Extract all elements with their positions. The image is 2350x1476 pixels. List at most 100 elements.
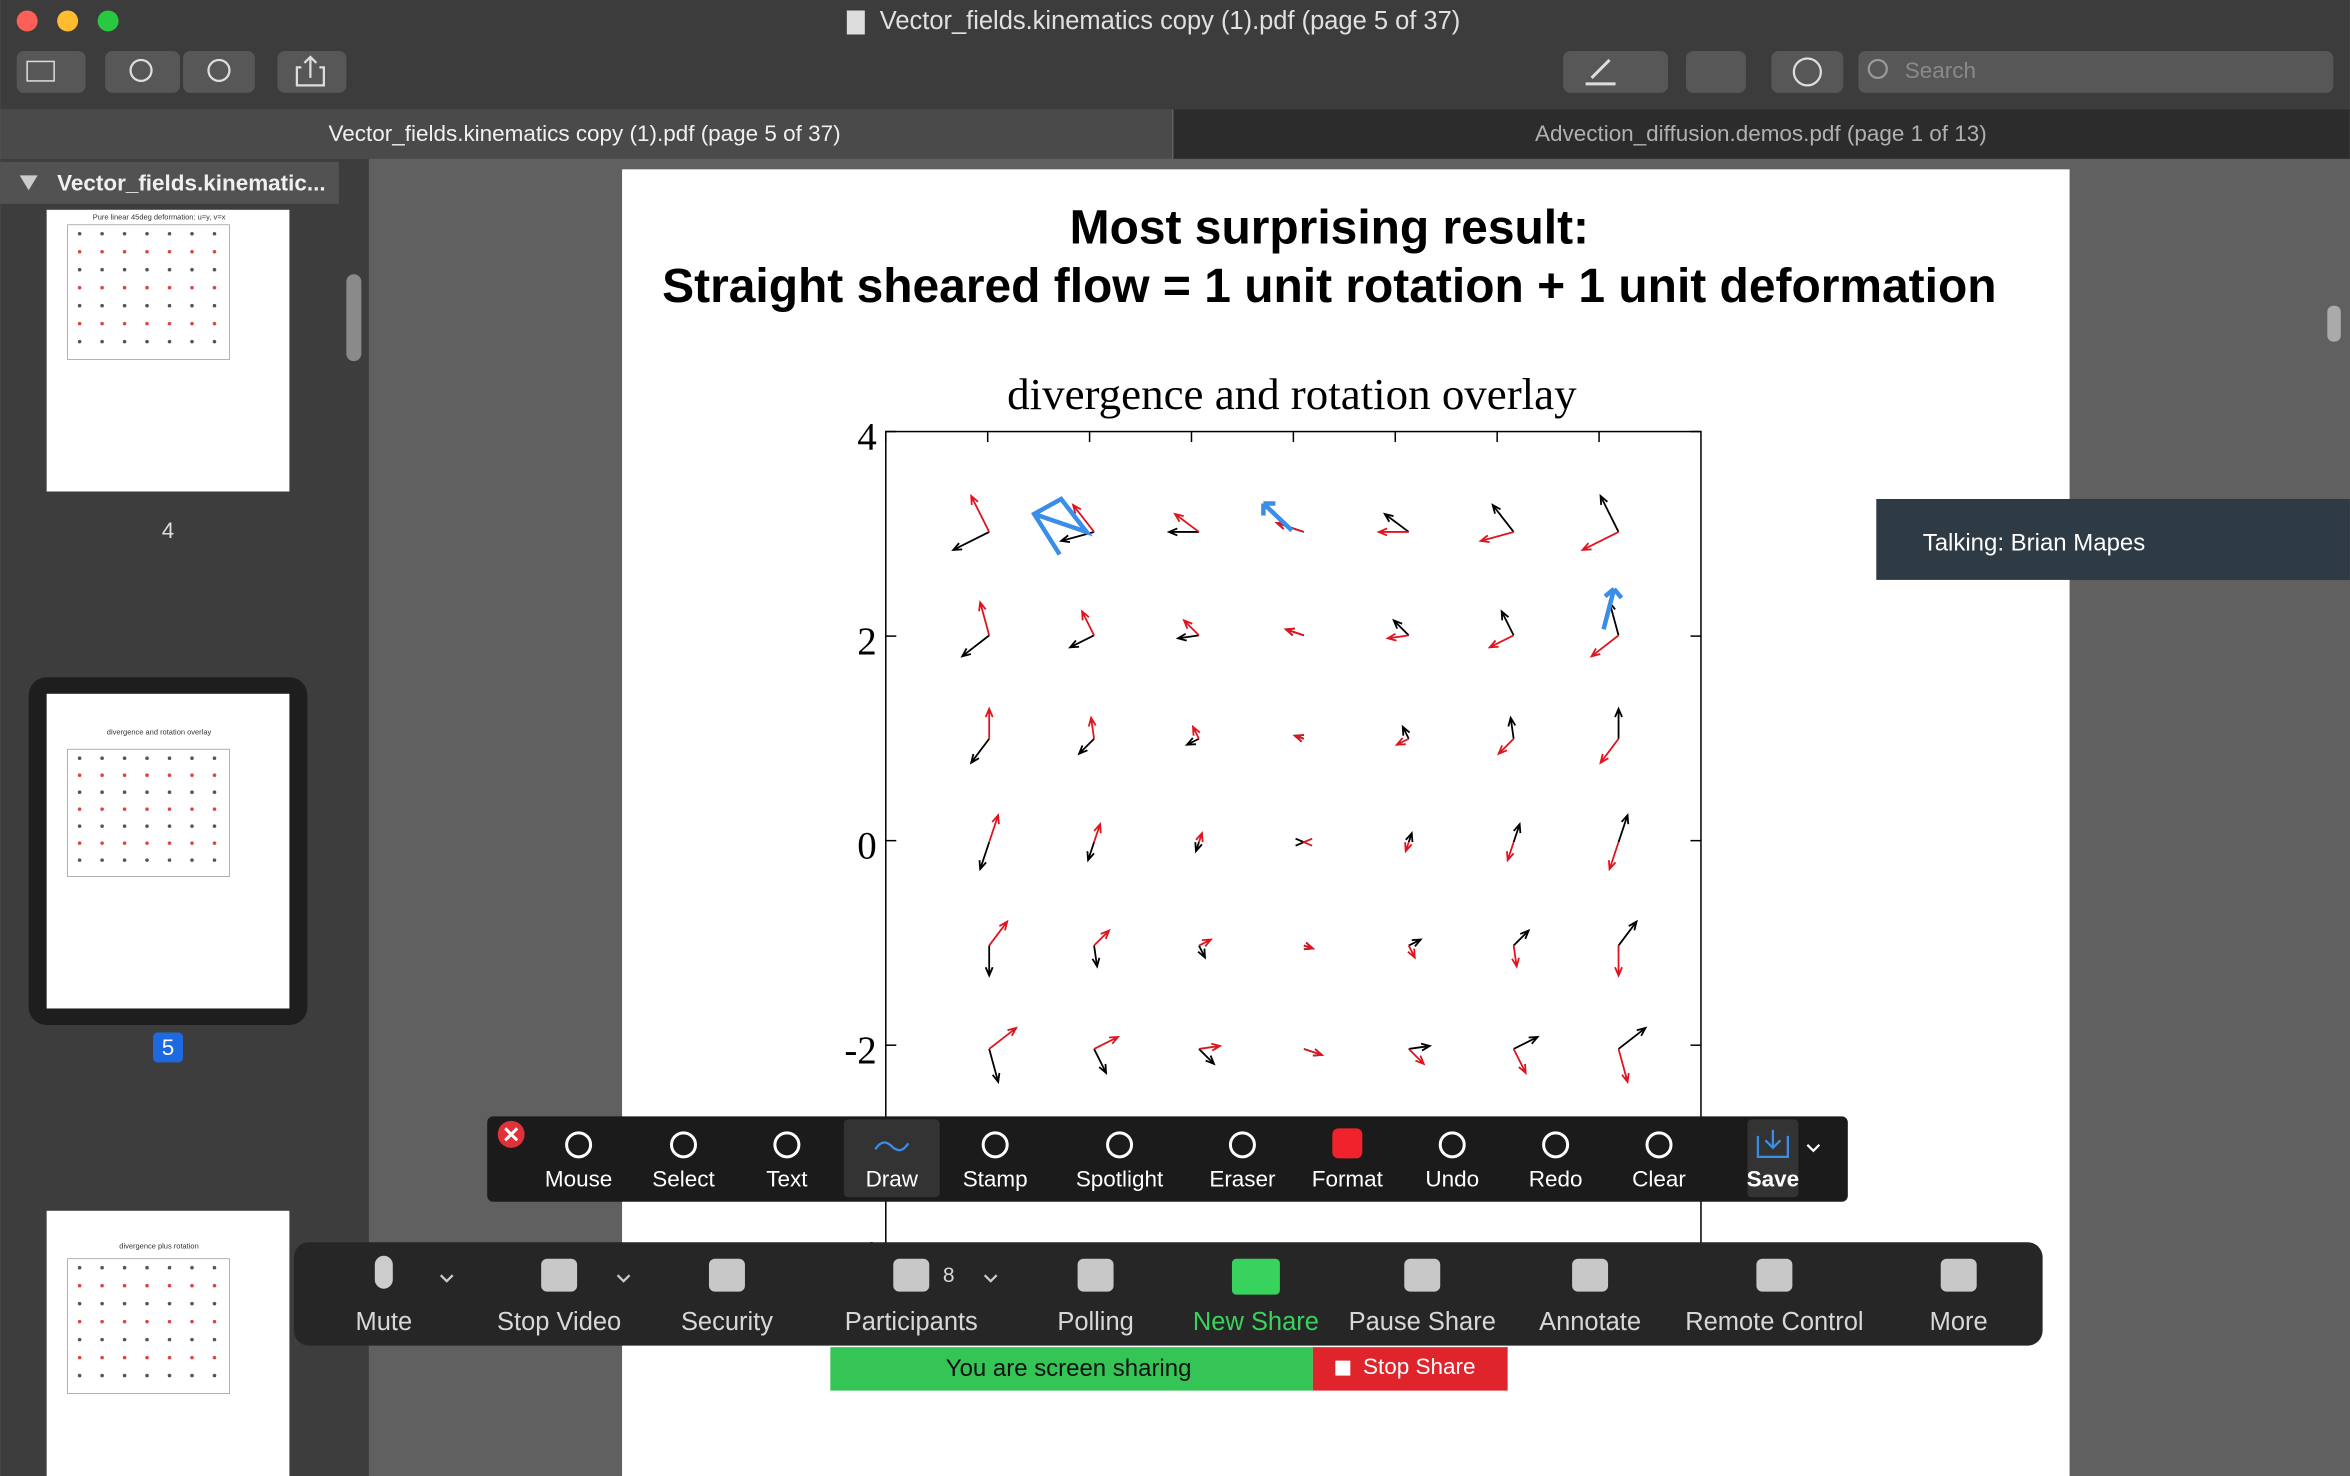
window-button[interactable]: [57, 10, 79, 32]
tab-inactive[interactable]: [1173, 109, 2350, 159]
search-field[interactable]: [1858, 50, 2334, 93]
field-arrow: [1405, 830, 1414, 843]
field-arrow: [1198, 938, 1214, 947]
control-menu[interactable]: [439, 1274, 454, 1283]
sidebar-scrollbar: [346, 274, 362, 362]
annotate-tool-label[interactable]: Redo: [1529, 1167, 1583, 1192]
thumbnail-dot: [77, 1355, 82, 1360]
thumbnail-dot: [212, 1283, 217, 1288]
toolbar-button[interactable]: [1685, 50, 1746, 93]
meeting-control-label[interactable]: Annotate: [1539, 1308, 1641, 1336]
annotate-tool-label[interactable]: Select: [652, 1167, 715, 1192]
tool-icon: [874, 1141, 910, 1152]
tab-title[interactable]: Advection_diffusion.demos.pdf (page 1 of…: [1535, 121, 1987, 146]
share-icon: [295, 55, 325, 87]
thumbnail-dot: [77, 858, 82, 862]
thumbnail-dot: [77, 339, 82, 344]
field-arrow: [1511, 945, 1520, 969]
thumbnail-dot: [77, 303, 82, 308]
thumbnail-dot: [100, 1355, 104, 1360]
field-arrow: [1303, 941, 1316, 951]
meeting-control-label[interactable]: Stop Video: [497, 1308, 621, 1336]
thumbnail-dot: [190, 1373, 194, 1378]
annotate-tool-label[interactable]: Stamp: [963, 1167, 1028, 1192]
field-arrow: [1191, 724, 1201, 740]
thumbnail-dot: [77, 1337, 82, 1342]
annotate-tool-label[interactable]: Draw: [866, 1167, 919, 1192]
markup-circle: [1792, 57, 1822, 87]
field-arrow: [1197, 945, 1207, 960]
control-icon: [893, 1258, 930, 1292]
toolbar-button[interactable]: [1771, 50, 1844, 93]
meeting-control-label[interactable]: Participants: [845, 1308, 978, 1336]
thumbnail-dot: [167, 231, 172, 236]
control-menu[interactable]: [983, 1274, 998, 1283]
toolbar-button[interactable]: [105, 50, 181, 93]
annotate-tool-label[interactable]: Save: [1747, 1167, 1799, 1192]
thumbnail-dot: [190, 1355, 194, 1360]
field-arrow: [1617, 1048, 1630, 1085]
thumbnail-dot: [190, 1301, 194, 1306]
page-number: 4: [162, 518, 175, 543]
field-arrow: [1617, 1026, 1648, 1050]
talking-text: Talking: Brian Mapes: [1923, 529, 2145, 556]
meeting-control-label[interactable]: Remote Control: [1685, 1308, 1863, 1336]
annotation-stroke: [1261, 501, 1294, 533]
annotate-tool-label[interactable]: Eraser: [1209, 1167, 1276, 1192]
tab-active[interactable]: [0, 109, 1173, 159]
field-arrow: [1614, 945, 1623, 978]
meeting-control-label[interactable]: More: [1930, 1308, 1988, 1336]
window-button[interactable]: [97, 10, 119, 32]
field-arrow: [1184, 737, 1200, 746]
thumbnail[interactable]: [46, 209, 290, 492]
annotate-tool-label[interactable]: Clear: [1632, 1167, 1686, 1192]
field-arrow: [969, 738, 990, 765]
field-arrow: [1408, 1042, 1433, 1052]
window-button[interactable]: [16, 10, 38, 32]
thumbnail-dot: [190, 841, 194, 845]
field-arrow: [978, 841, 991, 872]
annotate-tool-label[interactable]: Mouse: [545, 1167, 612, 1192]
thumbnail-title: Pure linear 45deg deformation: u=y, v=x: [93, 212, 226, 221]
meeting-control-label[interactable]: Security: [681, 1308, 773, 1336]
sidebar-document[interactable]: Vector_fields.kinematic...: [57, 170, 326, 195]
stop-share-label[interactable]: Stop Share: [1363, 1354, 1475, 1379]
annotate-tool-label[interactable]: Text: [766, 1167, 808, 1192]
control-menu[interactable]: [616, 1274, 631, 1283]
thumbnail-dot: [190, 321, 194, 326]
thumbnail[interactable]: [46, 1210, 290, 1476]
thumbnail-dot: [167, 1319, 172, 1324]
page-badge: [153, 1032, 184, 1063]
toolbar-button[interactable]: [183, 50, 255, 93]
thumbnail-dot: [145, 1265, 149, 1270]
field-arrow: [984, 706, 994, 739]
meeting-control-label[interactable]: Pause Share: [1349, 1308, 1496, 1336]
meeting-control-label[interactable]: Mute: [355, 1308, 412, 1336]
toolbar-button[interactable]: [1563, 50, 1668, 93]
thumbnail-dot: [77, 249, 82, 254]
thumbnail-dot: [167, 1373, 172, 1378]
annotate-tool-label[interactable]: Format: [1312, 1167, 1384, 1192]
annotate-tool-label[interactable]: Spotlight: [1076, 1167, 1164, 1192]
field-arrow: [1194, 841, 1203, 854]
annotate-tool-label[interactable]: Undo: [1425, 1167, 1479, 1192]
field-arrow: [978, 600, 991, 636]
thumbnail-dot: [122, 756, 127, 761]
field-arrow: [1385, 632, 1409, 642]
meeting-control-label[interactable]: Polling: [1057, 1308, 1133, 1336]
toolbar-button[interactable]: [277, 50, 347, 93]
thumbnail-dot: [212, 1265, 217, 1270]
field-arrow: [1198, 1042, 1223, 1052]
field-arrow: [1081, 609, 1095, 636]
field-arrow: [1507, 715, 1517, 739]
field-arrow: [1166, 527, 1199, 537]
thumbnail-dot: [100, 267, 104, 272]
thumbnail-dot: [77, 1373, 82, 1378]
tab-title[interactable]: Vector_fields.kinematics copy (1).pdf (p…: [329, 121, 841, 146]
thumbnail-dot: [122, 1355, 127, 1360]
thumbnail[interactable]: [46, 693, 290, 1009]
thumbnail-dot: [122, 773, 127, 778]
meeting-control-label[interactable]: New Share: [1193, 1308, 1319, 1336]
field-arrow: [1195, 830, 1204, 843]
